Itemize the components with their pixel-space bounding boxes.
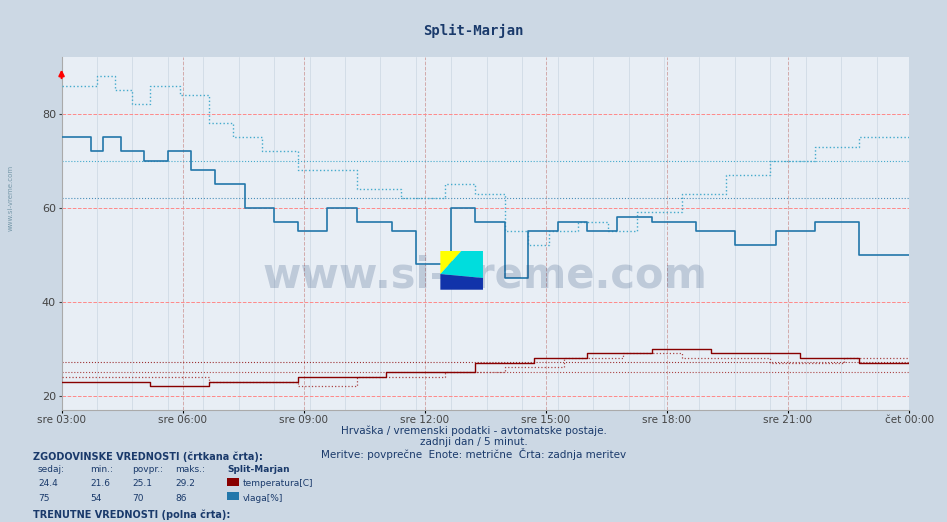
Text: vlaga[%]: vlaga[%] <box>242 494 283 503</box>
Text: zadnji dan / 5 minut.: zadnji dan / 5 minut. <box>420 437 527 447</box>
Text: 29.2: 29.2 <box>175 479 195 488</box>
Text: www.si-vreme.com: www.si-vreme.com <box>8 165 13 231</box>
Polygon shape <box>440 251 483 278</box>
Text: Split-Marjan: Split-Marjan <box>227 465 290 473</box>
Text: 86: 86 <box>175 494 187 503</box>
Text: 24.4: 24.4 <box>38 479 58 488</box>
Text: 21.6: 21.6 <box>90 479 110 488</box>
Text: Meritve: povprečne  Enote: metrične  Črta: zadnja meritev: Meritve: povprečne Enote: metrične Črta:… <box>321 448 626 460</box>
Polygon shape <box>440 274 483 290</box>
Text: maks.:: maks.: <box>175 465 205 473</box>
Text: 25.1: 25.1 <box>133 479 152 488</box>
Text: Split-Marjan: Split-Marjan <box>423 23 524 38</box>
Text: ZGODOVINSKE VREDNOSTI (črtkana črta):: ZGODOVINSKE VREDNOSTI (črtkana črta): <box>33 452 263 462</box>
Text: 70: 70 <box>133 494 144 503</box>
Text: 54: 54 <box>90 494 101 503</box>
Text: temperatura[C]: temperatura[C] <box>242 479 313 488</box>
Text: Hrvaška / vremenski podatki - avtomatske postaje.: Hrvaška / vremenski podatki - avtomatske… <box>341 425 606 436</box>
Text: TRENUTNE VREDNOSTI (polna črta):: TRENUTNE VREDNOSTI (polna črta): <box>33 510 230 520</box>
Text: povpr.:: povpr.: <box>133 465 164 473</box>
Text: www.si-vreme.com: www.si-vreme.com <box>263 255 707 297</box>
Text: min.:: min.: <box>90 465 113 473</box>
Text: sedaj:: sedaj: <box>38 465 65 473</box>
Polygon shape <box>440 251 462 274</box>
Text: 75: 75 <box>38 494 49 503</box>
